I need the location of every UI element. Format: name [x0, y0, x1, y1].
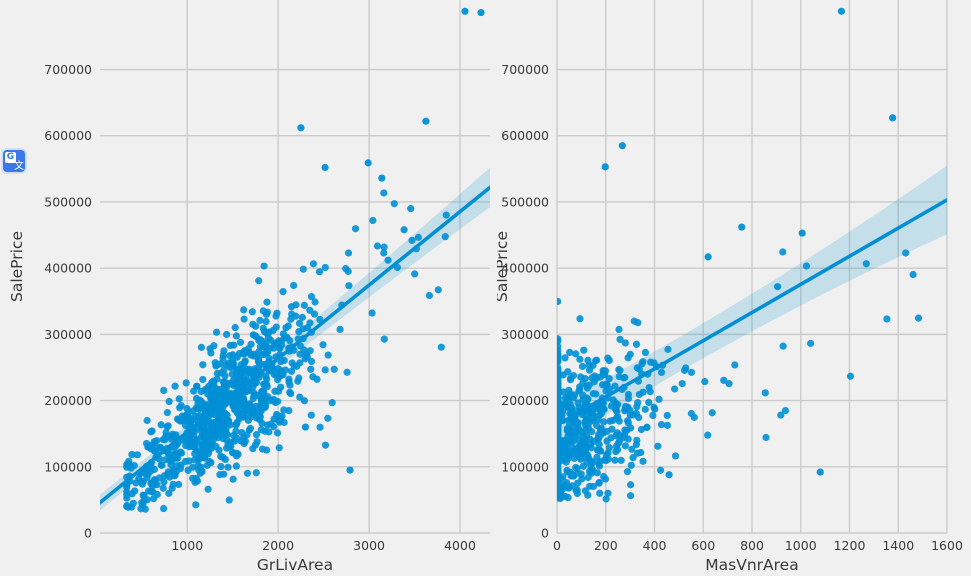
svg-text:700000: 700000	[44, 62, 92, 77]
svg-text:SalePrice: SalePrice	[8, 231, 26, 302]
svg-text:0: 0	[541, 526, 549, 541]
svg-text:600000: 600000	[501, 128, 549, 143]
svg-text:100000: 100000	[501, 459, 549, 474]
svg-text:800: 800	[740, 538, 764, 553]
svg-text:500000: 500000	[501, 194, 549, 209]
svg-text:300000: 300000	[501, 327, 549, 342]
svg-text:400000: 400000	[44, 261, 92, 276]
scatter-plot-grlivarea: 1000 2000 3000 4000 0 100000 200000 300000 40000…	[8, 0, 490, 574]
svg-text:3000: 3000	[353, 538, 385, 553]
svg-text:300000: 300000	[44, 327, 92, 342]
translate-g-glyph: G	[5, 152, 16, 163]
translate-zh-glyph: 文	[14, 161, 24, 172]
svg-text:2000: 2000	[262, 538, 294, 553]
svg-text:0: 0	[553, 538, 561, 553]
svg-text:0: 0	[84, 526, 92, 541]
svg-text:200000: 200000	[501, 393, 549, 408]
svg-text:4000: 4000	[444, 538, 476, 553]
svg-text:600000: 600000	[44, 128, 92, 143]
svg-text:1600: 1600	[931, 538, 963, 553]
svg-text:1000: 1000	[785, 538, 817, 553]
svg-text:GrLivArea: GrLivArea	[257, 556, 333, 574]
svg-text:MasVnrArea: MasVnrArea	[705, 556, 798, 574]
svg-text:100000: 100000	[44, 459, 92, 474]
svg-text:SalePrice: SalePrice	[497, 231, 511, 302]
svg-text:200: 200	[594, 538, 618, 553]
google-translate-icon[interactable]: G 文	[3, 150, 25, 172]
svg-text:500000: 500000	[44, 194, 92, 209]
svg-text:1400: 1400	[882, 538, 914, 553]
svg-text:400000: 400000	[501, 261, 549, 276]
svg-text:200000: 200000	[44, 393, 92, 408]
scatter-plot-masvnrarea: 0 200 400 600 800 1000 1200 1400 1600 0 100000 2000…	[497, 0, 971, 576]
svg-text:700000: 700000	[501, 62, 549, 77]
svg-text:600: 600	[691, 538, 715, 553]
svg-text:400: 400	[643, 538, 667, 553]
svg-text:1000: 1000	[171, 538, 203, 553]
svg-text:1200: 1200	[834, 538, 866, 553]
